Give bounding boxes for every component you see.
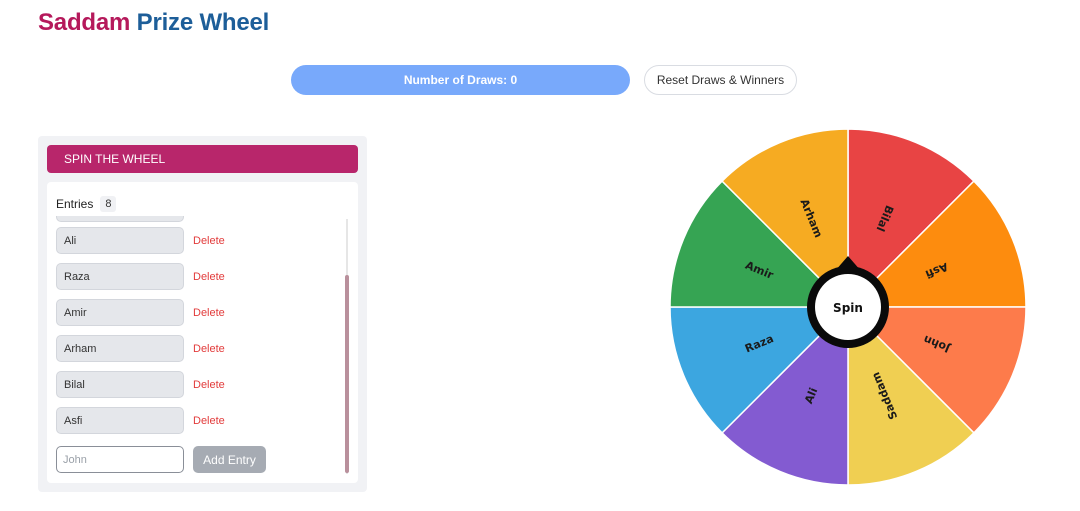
delete-entry-button[interactable]: Delete	[193, 306, 225, 319]
wheel-segment-label: Ali	[802, 386, 820, 406]
entry-name: Asfi	[56, 407, 184, 434]
entries-card: Entries 8 Ali Delete Raza Delete Amir De…	[47, 182, 358, 483]
spin-button-face	[815, 274, 881, 340]
new-entry-input[interactable]	[56, 446, 184, 473]
wheel-segment	[721, 305, 849, 486]
entry-row: Amir Delete	[56, 299, 225, 326]
wheel-segment	[721, 128, 849, 309]
title-brand: Saddam	[38, 9, 131, 36]
entries-list[interactable]: Ali Delete Raza Delete Amir Delete Arham…	[56, 216, 342, 478]
entries-scrollbar[interactable]	[344, 219, 350, 474]
wheel-segment	[669, 180, 850, 308]
spin-the-wheel-tab[interactable]: SPIN THE WHEEL	[47, 145, 358, 173]
entries-panel: SPIN THE WHEEL Entries 8 Ali Delete Raza…	[38, 136, 367, 492]
spin-button-label: Spin	[833, 301, 863, 315]
reset-draws-button[interactable]: Reset Draws & Winners	[644, 65, 797, 95]
wheel-segments	[669, 128, 1027, 486]
entry-name: Ali	[56, 227, 184, 254]
scrollbar-thumb[interactable]	[345, 275, 349, 473]
entries-header: Entries 8	[56, 196, 117, 212]
entries-label: Entries	[56, 197, 94, 211]
add-entry-button[interactable]: Add Entry	[193, 446, 266, 473]
entries-count-badge: 8	[100, 196, 117, 212]
add-entry-row: Add Entry	[56, 446, 266, 473]
entry-row: Arham Delete	[56, 335, 225, 362]
entry-row: Ali Delete	[56, 227, 225, 254]
entry-row: Asfi Delete	[56, 407, 225, 434]
wheel-segment	[669, 306, 850, 434]
delete-entry-button[interactable]: Delete	[193, 342, 225, 355]
spin-button[interactable]: Spin	[807, 256, 889, 348]
wheel-segment	[846, 306, 1027, 434]
delete-entry-button[interactable]: Delete	[193, 234, 225, 247]
entry-name: Raza	[56, 263, 184, 290]
entry-row: Bilal Delete	[56, 371, 225, 398]
draws-counter: Number of Draws: 0	[291, 65, 630, 95]
entry-name-partial	[56, 216, 184, 222]
entry-row: Raza Delete	[56, 263, 225, 290]
entry-name: Bilal	[56, 371, 184, 398]
delete-entry-button[interactable]: Delete	[193, 414, 225, 427]
wheel-segment	[846, 180, 1027, 308]
wheel-segment	[847, 128, 975, 309]
delete-entry-button[interactable]: Delete	[193, 270, 225, 283]
delete-entry-button[interactable]: Delete	[193, 378, 225, 391]
page-title: Saddam Prize Wheel	[38, 9, 269, 37]
title-rest: Prize Wheel	[136, 9, 270, 36]
entry-name: Arham	[56, 335, 184, 362]
wheel-segment	[847, 305, 975, 486]
entry-name: Amir	[56, 299, 184, 326]
